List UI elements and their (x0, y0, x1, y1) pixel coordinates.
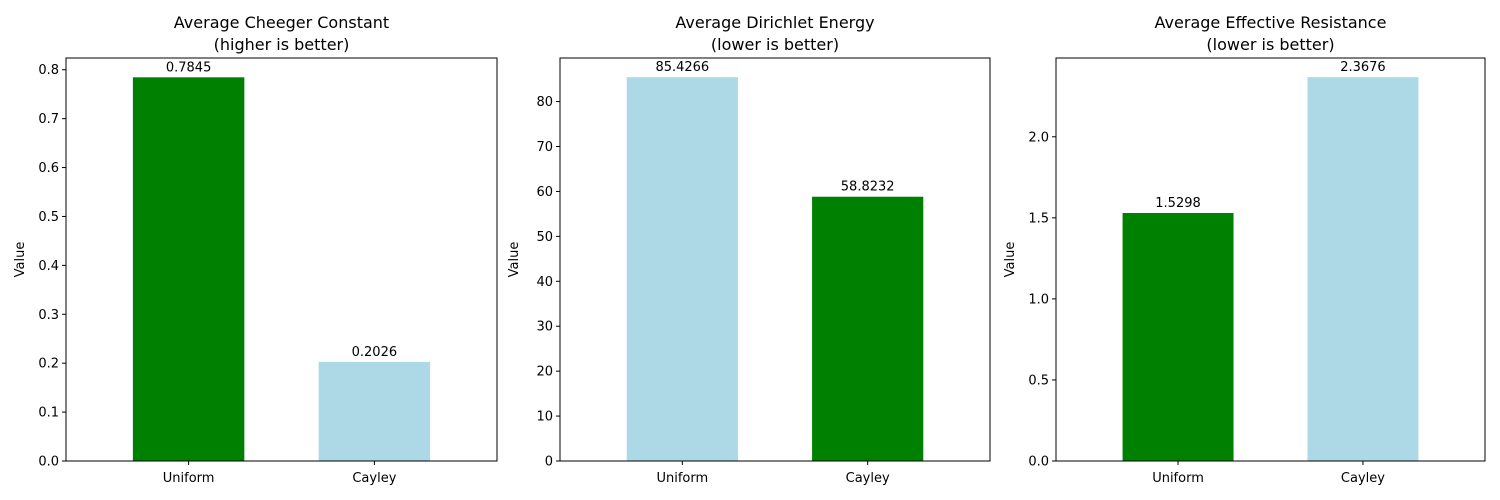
data-label-uniform: 1.5298 (1155, 196, 1201, 211)
chart-title: Average Dirichlet Energy (675, 13, 874, 32)
bar-cayley (812, 196, 924, 461)
chart-panel-resistance: 1.5298 2.3676 0.0 0.5 1.0 1.5 2.0 Uniform Cayley… (1003, 13, 1486, 486)
y-tick-label: 0.4 (38, 259, 59, 274)
axes-frame (65, 57, 498, 462)
y-tick-label: 40 (536, 275, 553, 290)
data-label-uniform: 85.4266 (655, 60, 709, 75)
y-tick-label: 0.6 (38, 161, 59, 176)
x-tick-label-cayley: Cayley (1341, 471, 1385, 486)
axes-frame (1055, 57, 1486, 462)
y-tick-label: 10 (536, 410, 553, 425)
y-tick-label: 0.7 (38, 112, 59, 127)
data-label-cayley: 0.2026 (352, 345, 398, 360)
y-tick-label: 0.3 (38, 308, 59, 323)
y-tick-label: 80 (536, 95, 553, 110)
chart-subtitle: (lower is better) (1206, 35, 1334, 54)
bar-cayley (318, 361, 431, 461)
axes-frame (559, 57, 991, 462)
chart-subtitle: (lower is better) (711, 35, 839, 54)
x-tick-label-uniform: Uniform (163, 471, 215, 486)
bar-uniform (1122, 213, 1234, 461)
y-tick-label: 60 (536, 185, 553, 200)
y-tick-label: 0.0 (1028, 455, 1049, 470)
chart-panel-dirichlet: 85.4266 58.8232 0 10 20 30 40 50 60 70 80 Uniform Ca… (507, 13, 991, 486)
y-tick-label: 0.1 (38, 406, 59, 421)
y-tick-label: 20 (536, 365, 553, 380)
y-tick-label: 1.5 (1028, 211, 1049, 226)
y-tick-label: 0.5 (1028, 373, 1049, 388)
x-tick-label-uniform: Uniform (1152, 471, 1204, 486)
chart-panel-cheeger: 0.7845 0.2026 0.0 0.1 0.2 0.3 0.4 0.5 0.6 0.7 0.8 U… (13, 13, 498, 486)
y-tick-label: 2.0 (1028, 130, 1049, 145)
y-tick-label: 0 (545, 455, 553, 470)
y-tick-label: 70 (536, 140, 553, 155)
chart-title: Average Effective Resistance (1155, 13, 1387, 32)
y-tick-label: 50 (536, 230, 553, 245)
y-tick-label: 1.0 (1028, 292, 1049, 307)
bar-cayley (1307, 77, 1419, 461)
bar-uniform (132, 77, 245, 461)
y-axis-label: Value (13, 242, 28, 278)
x-tick-label-cayley: Cayley (352, 471, 396, 486)
chart-subtitle: (higher is better) (214, 35, 350, 54)
y-tick-label: 0.5 (38, 210, 59, 225)
y-tick-label: 0.0 (38, 455, 59, 470)
bar-uniform (626, 77, 738, 461)
x-tick-label-cayley: Cayley (846, 471, 890, 486)
y-tick-label: 30 (536, 320, 553, 335)
chart-title: Average Cheeger Constant (174, 13, 389, 32)
y-tick-label: 0.2 (38, 357, 59, 372)
data-label-cayley: 2.3676 (1340, 60, 1386, 75)
y-axis-label: Value (507, 242, 522, 278)
y-axis-label: Value (1003, 242, 1018, 278)
data-label-uniform: 0.7845 (166, 60, 212, 75)
y-tick-label: 0.8 (38, 63, 59, 78)
data-label-cayley: 58.8232 (841, 180, 895, 195)
x-tick-label-uniform: Uniform (656, 471, 708, 486)
